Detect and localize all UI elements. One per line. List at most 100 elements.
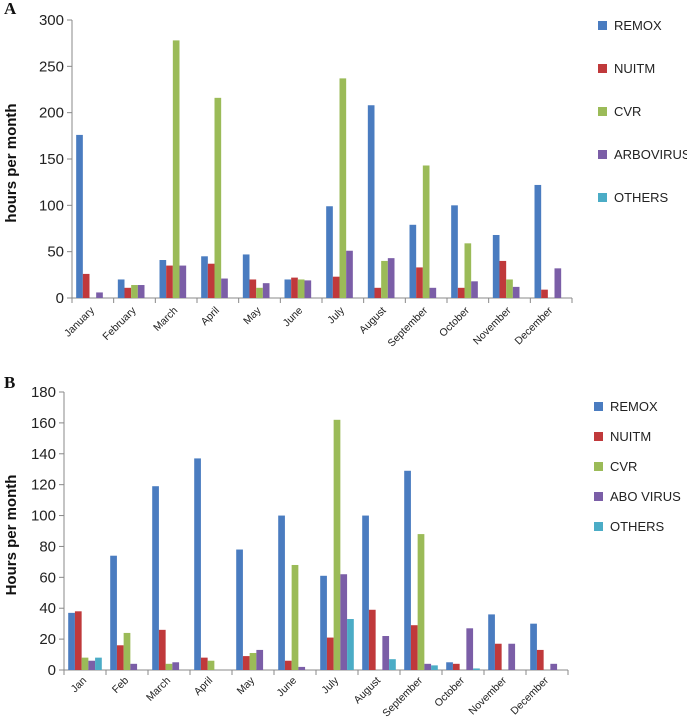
x-tick-label: April	[192, 675, 215, 698]
y-tick-label: 0	[48, 662, 56, 679]
bar-remox-august	[362, 515, 369, 670]
y-tick-label: 160	[31, 415, 56, 432]
legend-swatch-nuitm	[598, 64, 607, 73]
bar-remox-september	[404, 470, 411, 670]
x-tick-label: May	[235, 674, 258, 697]
bar-nuitm-november	[499, 260, 507, 298]
bar-remox-may	[242, 254, 250, 298]
x-tick-label: June	[275, 675, 300, 700]
y-tick-label: 80	[39, 538, 56, 555]
bar-nuitm-november	[494, 643, 502, 670]
bar-others-july	[347, 619, 354, 670]
bar-remox-march	[159, 260, 167, 298]
bar-nuitm-october	[457, 287, 465, 298]
bar-cvr-may	[249, 653, 257, 670]
bar-others-october	[473, 668, 480, 670]
bar-remox-january	[76, 134, 83, 298]
legend-label-cvr: CVR	[614, 104, 641, 119]
bar-cvr-april	[214, 97, 222, 298]
bar-cvr-september	[422, 165, 430, 298]
bar-cvr-september	[417, 534, 425, 670]
bar-arbovirus-july	[346, 250, 353, 298]
bar-nuitm-march	[166, 265, 173, 298]
y-tick-label: 140	[31, 446, 56, 463]
bar-abo-virus-november	[508, 643, 516, 670]
x-tick-label: June	[281, 305, 306, 330]
y-tick-label: 0	[56, 290, 64, 307]
x-tick-label: November	[471, 304, 514, 347]
bar-cvr-may	[256, 287, 263, 298]
bar-remox-june	[284, 279, 292, 298]
legend-label-nuitm: NUITM	[610, 429, 651, 444]
bar-arbovirus-june	[304, 280, 312, 298]
bar-abo-virus-jan	[88, 660, 96, 670]
legend-swatch-arbovirus	[598, 150, 607, 159]
bar-nuitm-april	[200, 657, 208, 670]
bar-arbovirus-september	[429, 287, 437, 298]
bar-nuitm-july	[332, 276, 340, 298]
bar-arbovirus-november	[512, 286, 520, 298]
bar-remox-november	[488, 614, 495, 670]
panel-a: A 0 50 100 150 200 250 300 hours per month Januar…	[3, 0, 687, 349]
bar-arbovirus-may	[262, 283, 270, 298]
y-axis-title: Hours per month	[3, 475, 20, 596]
bar-nuitm-june	[284, 660, 292, 670]
bar-abo-virus-august	[382, 636, 390, 670]
bar-nuitm-june	[291, 277, 298, 298]
x-tick-label: September	[385, 304, 430, 349]
y-tick-label: 180	[31, 384, 56, 401]
legend-label-remox: REMOX	[614, 18, 662, 33]
x-tick-label: July	[319, 674, 341, 696]
bar-nuitm-january	[82, 273, 90, 298]
legend-swatch-cvr	[594, 462, 603, 471]
bar-nuitm-august	[368, 609, 376, 670]
legend-label-nuitm: NUITM	[614, 61, 655, 76]
bar-abo-virus-feb	[130, 663, 138, 670]
x-tick-label: October	[432, 674, 467, 709]
x-tick-label: December	[513, 304, 556, 347]
bar-arbovirus-january	[96, 292, 103, 298]
bar-nuitm-april	[207, 263, 215, 298]
y-tick-label: 120	[31, 477, 56, 494]
legend-swatch-others	[594, 522, 603, 531]
x-tick-label: August	[352, 675, 384, 707]
bar-arbovirus-october	[471, 281, 478, 298]
x-tick-label: Feb	[110, 675, 131, 696]
legend-swatch-remox	[598, 21, 607, 30]
x-tick-label: August	[357, 305, 389, 337]
bar-cvr-february	[131, 285, 138, 298]
bar-nuitm-jan	[74, 611, 82, 670]
panel-b: B 0 20 40 60 80 100 120 140 160 180 Hours per month…	[3, 373, 681, 719]
bar-nuitm-july	[326, 637, 334, 670]
bar-abo-virus-march	[172, 662, 180, 670]
panel-a-label: A	[4, 0, 17, 18]
y-tick-label: 20	[39, 631, 56, 648]
y-tick-label: 200	[39, 105, 64, 122]
bar-remox-september	[409, 224, 417, 298]
bar-cvr-april	[207, 660, 215, 670]
bar-abo-virus-june	[298, 666, 306, 670]
bar-nuitm-august	[374, 287, 382, 298]
bar-nuitm-march	[158, 629, 166, 670]
bar-abo-virus-may	[256, 649, 264, 670]
bar-others-august	[389, 659, 396, 670]
legend-swatch-abo-virus	[594, 492, 603, 501]
bar-cvr-august	[381, 260, 388, 298]
bar-nuitm-may	[249, 279, 257, 298]
bar-remox-april	[201, 256, 208, 298]
bar-nuitm-may	[242, 656, 250, 670]
bar-arbovirus-august	[387, 258, 395, 298]
y-tick-label: 250	[39, 58, 64, 75]
y-tick-label: 50	[47, 244, 64, 261]
bar-remox-august	[367, 105, 375, 298]
bar-nuitm-september	[416, 267, 423, 298]
panel-a-legend: REMOX NUITM CVR ARBOVIRUS OTHERS	[598, 18, 687, 205]
bar-remox-feb	[110, 555, 117, 670]
bar-nuitm-december	[541, 289, 548, 298]
bar-others-jan	[95, 657, 102, 670]
bar-remox-july	[326, 206, 333, 298]
bar-arbovirus-december	[554, 268, 562, 298]
bar-arbovirus-march	[179, 265, 187, 298]
